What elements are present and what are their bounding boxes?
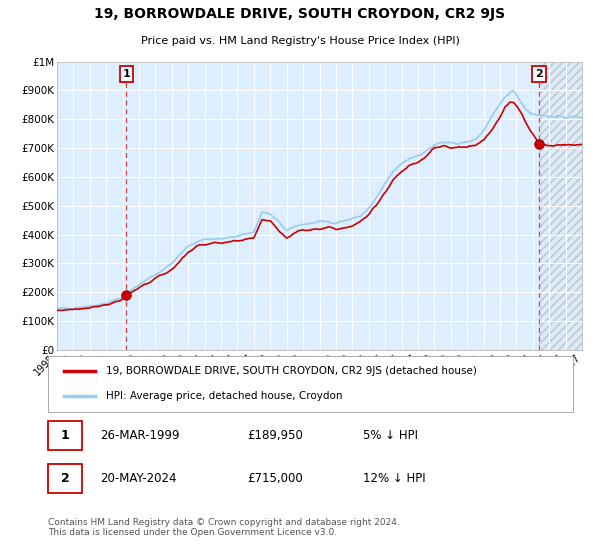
Text: 1: 1: [122, 69, 130, 79]
Text: £189,950: £189,950: [248, 428, 304, 442]
FancyBboxPatch shape: [48, 464, 82, 493]
Text: 19, BORROWDALE DRIVE, SOUTH CROYDON, CR2 9JS (detached house): 19, BORROWDALE DRIVE, SOUTH CROYDON, CR2…: [106, 366, 476, 376]
Text: HPI: Average price, detached house, Croydon: HPI: Average price, detached house, Croy…: [106, 391, 342, 401]
Text: 19, BORROWDALE DRIVE, SOUTH CROYDON, CR2 9JS: 19, BORROWDALE DRIVE, SOUTH CROYDON, CR2…: [94, 7, 506, 21]
Text: 1: 1: [61, 428, 70, 442]
Text: Price paid vs. HM Land Registry's House Price Index (HPI): Price paid vs. HM Land Registry's House …: [140, 36, 460, 46]
Text: 20-MAY-2024: 20-MAY-2024: [101, 472, 177, 485]
Text: Contains HM Land Registry data © Crown copyright and database right 2024.
This d: Contains HM Land Registry data © Crown c…: [48, 518, 400, 538]
Text: 5% ↓ HPI: 5% ↓ HPI: [363, 428, 418, 442]
FancyBboxPatch shape: [48, 421, 82, 450]
Text: 12% ↓ HPI: 12% ↓ HPI: [363, 472, 425, 485]
Text: 2: 2: [535, 69, 543, 79]
Text: £715,000: £715,000: [248, 472, 303, 485]
Text: 26-MAR-1999: 26-MAR-1999: [101, 428, 180, 442]
Text: 2: 2: [61, 472, 70, 485]
